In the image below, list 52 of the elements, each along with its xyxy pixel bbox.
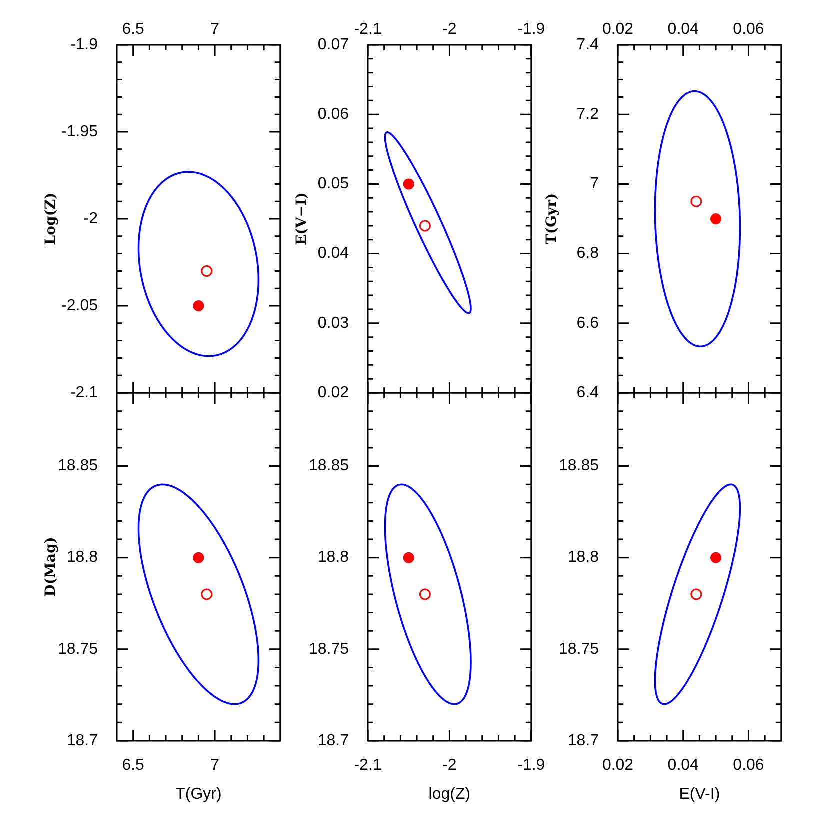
x-tick-label: 6.5 <box>122 757 145 774</box>
x-tick-label: 0.04 <box>668 757 700 774</box>
x-tick-label: -2 <box>442 757 457 774</box>
x-tick-label: 6.5 <box>122 20 145 38</box>
y-axis-title: Log(Z) <box>43 192 60 246</box>
y-tick-label: 7.4 <box>577 36 600 54</box>
y-tick-label: -1.95 <box>62 123 98 140</box>
y-tick-label: 18.85 <box>58 458 98 475</box>
x-tick-label: 0.06 <box>733 20 765 38</box>
y-tick-label: 6.4 <box>577 384 600 402</box>
x-axis-title: log(Z) <box>428 786 470 803</box>
y-tick-label: 6.6 <box>577 314 600 332</box>
x-tick-label: 7 <box>210 757 220 774</box>
x-tick-label: -1.9 <box>517 20 545 38</box>
y-tick-label: 18.85 <box>559 458 600 475</box>
y-tick-label: 18.7 <box>318 732 349 750</box>
y-tick-label: 6.8 <box>577 245 600 262</box>
y-tick-label: 18.7 <box>568 732 600 750</box>
y-tick-label: 18.75 <box>58 640 98 658</box>
y-tick-label: 0.04 <box>318 245 349 262</box>
y-tick-label: 18.7 <box>67 732 98 750</box>
y-tick-label: 18.75 <box>308 640 349 658</box>
x-tick-label: -2 <box>442 20 457 38</box>
y-tick-label: 0.03 <box>318 314 349 332</box>
x-tick-label: -2.1 <box>354 20 382 38</box>
y-tick-label: 18.85 <box>308 458 349 475</box>
y-tick-label: 7 <box>590 176 600 193</box>
y-tick-label: 18.8 <box>568 549 600 566</box>
y-tick-label: 0.02 <box>318 384 349 402</box>
y-tick-label: 0.07 <box>318 36 349 54</box>
y-axis-title: T(Gyr) <box>544 193 560 245</box>
y-tick-label: -2.05 <box>62 297 98 314</box>
x-axis-title: T(Gyr) <box>176 786 222 803</box>
y-tick-label: 18.8 <box>318 549 349 566</box>
y-tick-label: -1.9 <box>70 36 98 54</box>
y-axis-title: D(Mag) <box>43 537 60 597</box>
x-tick-label: -2.1 <box>354 757 382 774</box>
x-tick-label: 0.02 <box>602 757 634 774</box>
x-tick-label: -1.9 <box>517 757 545 774</box>
x-tick-label: 0.02 <box>602 20 634 38</box>
y-tick-label: 7.2 <box>577 106 600 124</box>
y-tick-label: 18.75 <box>559 640 600 658</box>
y-tick-label: -2.1 <box>70 384 98 402</box>
x-tick-label: 0.04 <box>668 20 700 38</box>
x-axis-title: E(V-I) <box>680 786 720 803</box>
y-tick-label: 0.05 <box>318 176 349 193</box>
y-axis-title: E(V−I) <box>294 192 310 246</box>
x-tick-label: 7 <box>210 20 220 38</box>
y-tick-label: 18.8 <box>67 549 98 566</box>
x-tick-label: 0.06 <box>733 757 765 774</box>
y-tick-label: 0.06 <box>318 106 349 124</box>
y-tick-label: -2 <box>84 210 98 228</box>
